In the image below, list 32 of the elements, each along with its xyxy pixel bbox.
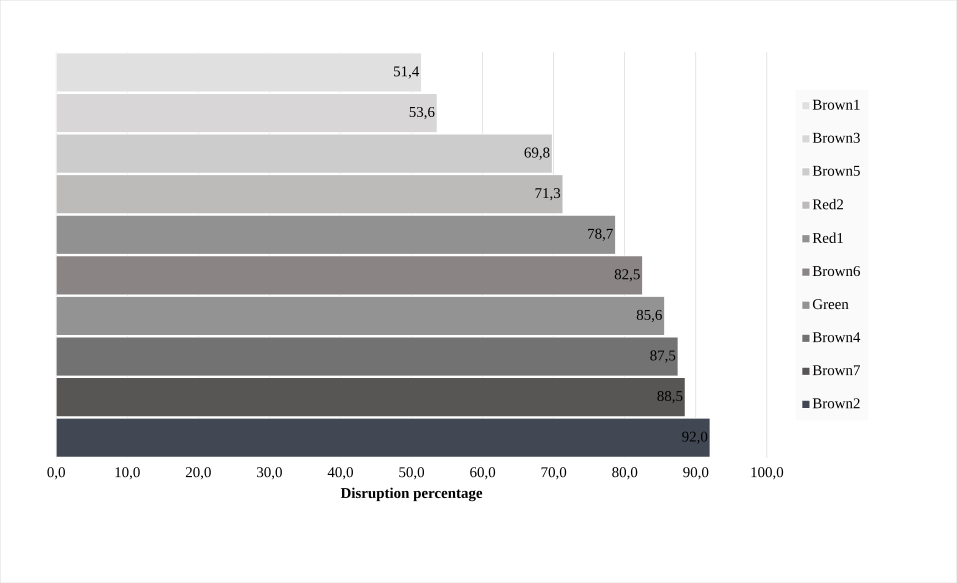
x-tick-label: 0,0 xyxy=(47,467,65,480)
data-label: 51,4 xyxy=(394,66,420,78)
legend-label: Brown6 xyxy=(812,266,860,276)
x-tick-label: 60,0 xyxy=(470,467,496,480)
x-tick-label: 70,0 xyxy=(542,467,566,480)
x-tick-label: 80,0 xyxy=(612,467,638,480)
data-label: 69,8 xyxy=(524,147,550,160)
legend-label: Brown5 xyxy=(812,166,860,176)
x-tick-label: 10,0 xyxy=(116,467,140,480)
data-label: 85,6 xyxy=(636,310,662,322)
x-tick-label: 90,0 xyxy=(683,467,708,480)
x-axis-title: Disruption percentage xyxy=(340,488,482,502)
data-label: 92,0 xyxy=(682,432,708,444)
x-tick-label: 20,0 xyxy=(186,467,211,480)
legend-label: Brown3 xyxy=(812,132,860,143)
x-tick-label: 50,0 xyxy=(399,467,424,480)
legend-label: Brown7 xyxy=(812,365,860,376)
data-label: 53,6 xyxy=(410,106,434,120)
legend-label: Red2 xyxy=(812,198,843,210)
x-tick-label: 100,0 xyxy=(751,467,784,480)
data-label: 87,5 xyxy=(650,350,676,363)
x-tick-label: 30,0 xyxy=(257,467,282,480)
legend-label: Brown1 xyxy=(812,100,860,110)
legend-label: Green xyxy=(812,299,849,310)
data-label: 82,5 xyxy=(614,269,640,282)
legend-label: Brown2 xyxy=(812,398,860,408)
x-tick-label: 40,0 xyxy=(328,467,353,480)
legend-label: Brown4 xyxy=(812,332,860,342)
data-label: 71,3 xyxy=(536,188,560,200)
data-label: 88,5 xyxy=(657,390,682,404)
data-label: 78,7 xyxy=(588,228,613,241)
legend-label: Red1 xyxy=(812,232,843,243)
